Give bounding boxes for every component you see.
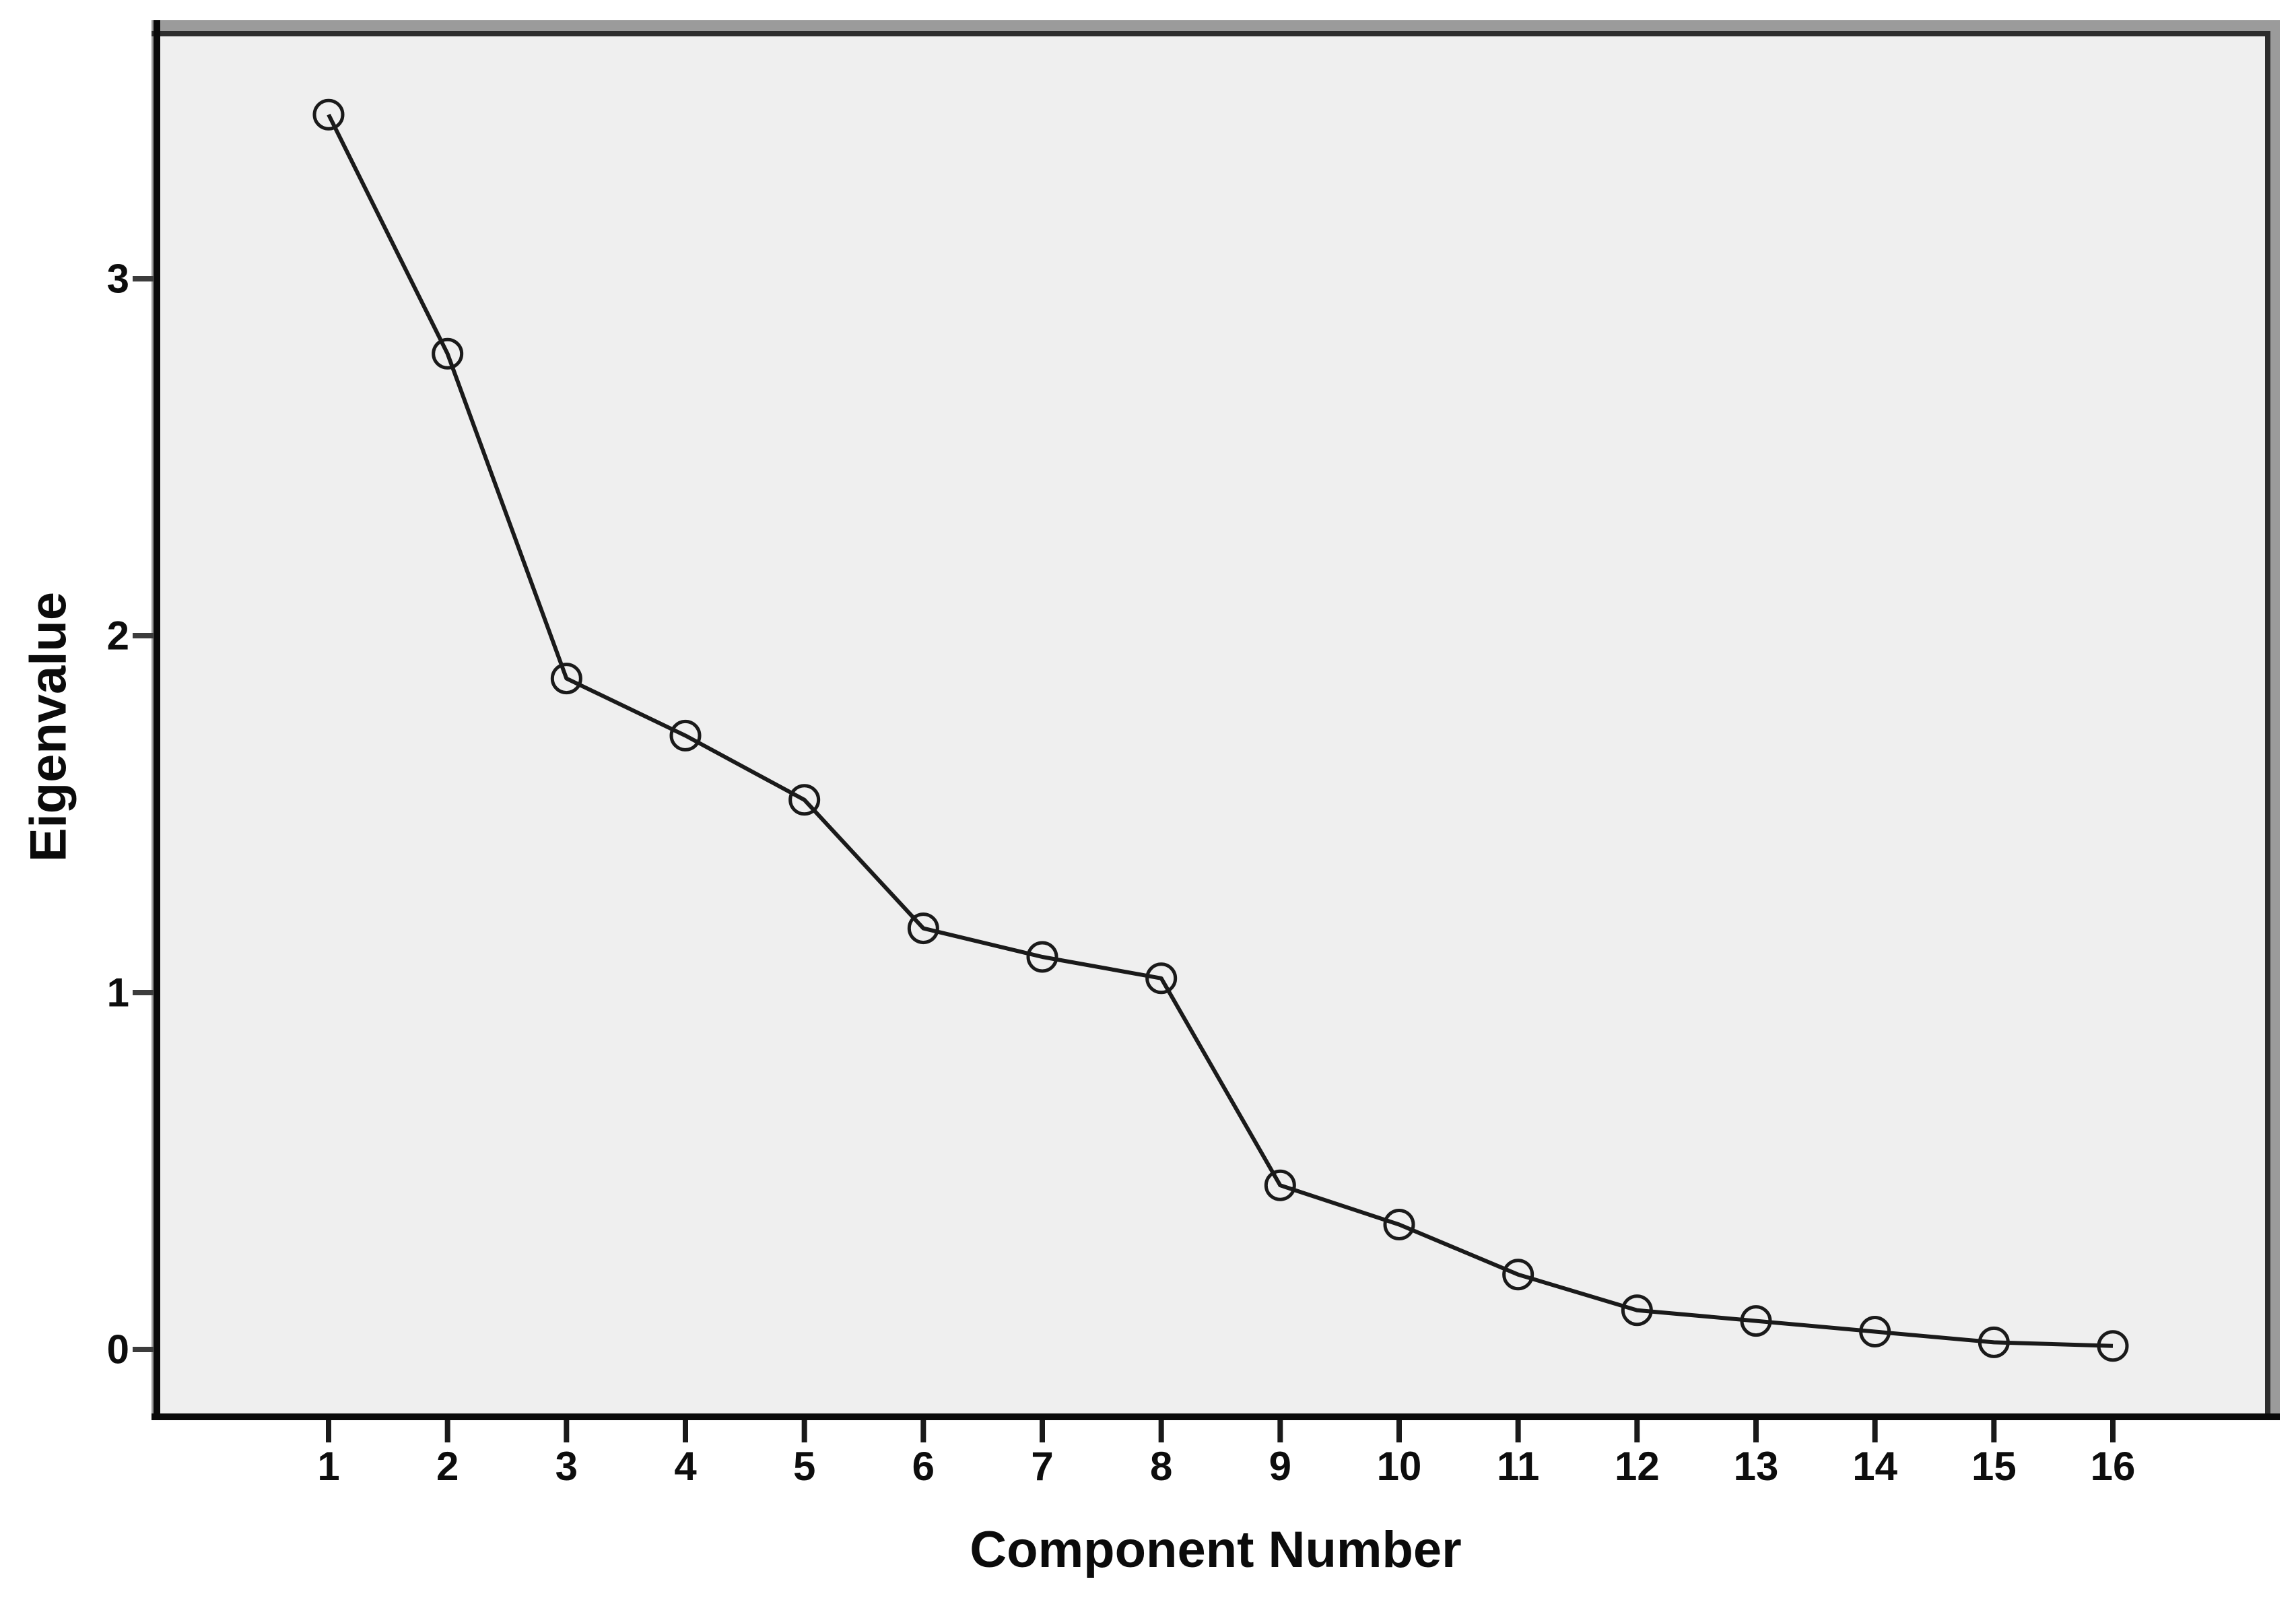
y-tick-label: 3 <box>107 257 129 302</box>
data-point-marker <box>550 663 582 695</box>
data-point-marker <box>669 719 702 752</box>
x-tick-label: 1 <box>317 1444 339 1489</box>
data-point-marker <box>1264 1169 1296 1201</box>
data-point-marker <box>1383 1209 1415 1240</box>
data-point-marker <box>1026 941 1058 973</box>
x-tick-label: 8 <box>1150 1444 1172 1489</box>
x-tick-label: 14 <box>1852 1444 1897 1489</box>
data-point-marker <box>1978 1326 2010 1358</box>
y-tick-label: 0 <box>107 1327 129 1372</box>
x-tick-label: 6 <box>912 1444 935 1489</box>
plot-area-background <box>154 31 2268 1417</box>
data-point-marker <box>907 912 939 945</box>
x-tick-label: 11 <box>1497 1444 1539 1489</box>
data-point-marker <box>1740 1305 1772 1337</box>
data-point-marker <box>312 98 345 131</box>
x-tick-label: 10 <box>1377 1444 1422 1489</box>
data-point-marker <box>1859 1316 1891 1347</box>
data-point-marker <box>1621 1294 1653 1327</box>
y-axis-title: Eigenvalue <box>20 591 77 863</box>
y-tick-label: 2 <box>107 613 129 659</box>
x-tick-label: 2 <box>436 1444 459 1489</box>
data-point-marker <box>432 337 464 370</box>
x-tick-label: 15 <box>1971 1444 2017 1489</box>
x-tick-label: 7 <box>1031 1444 1053 1489</box>
data-point-marker <box>788 784 821 816</box>
x-tick-label: 3 <box>555 1444 578 1489</box>
x-tick-label: 16 <box>2091 1444 2136 1489</box>
y-tick-label: 1 <box>107 970 129 1015</box>
x-tick-label: 13 <box>1734 1444 1779 1489</box>
x-tick-label: 4 <box>674 1444 697 1489</box>
x-tick-label: 9 <box>1269 1444 1291 1489</box>
x-tick-label: 12 <box>1615 1444 1660 1489</box>
x-tick-label: 5 <box>793 1444 815 1489</box>
data-point-marker <box>1502 1259 1534 1291</box>
x-axis-title: Component Number <box>970 1521 1462 1578</box>
data-point-marker <box>1145 962 1178 995</box>
data-point-marker <box>2097 1330 2129 1362</box>
scree-line <box>327 113 2114 1348</box>
